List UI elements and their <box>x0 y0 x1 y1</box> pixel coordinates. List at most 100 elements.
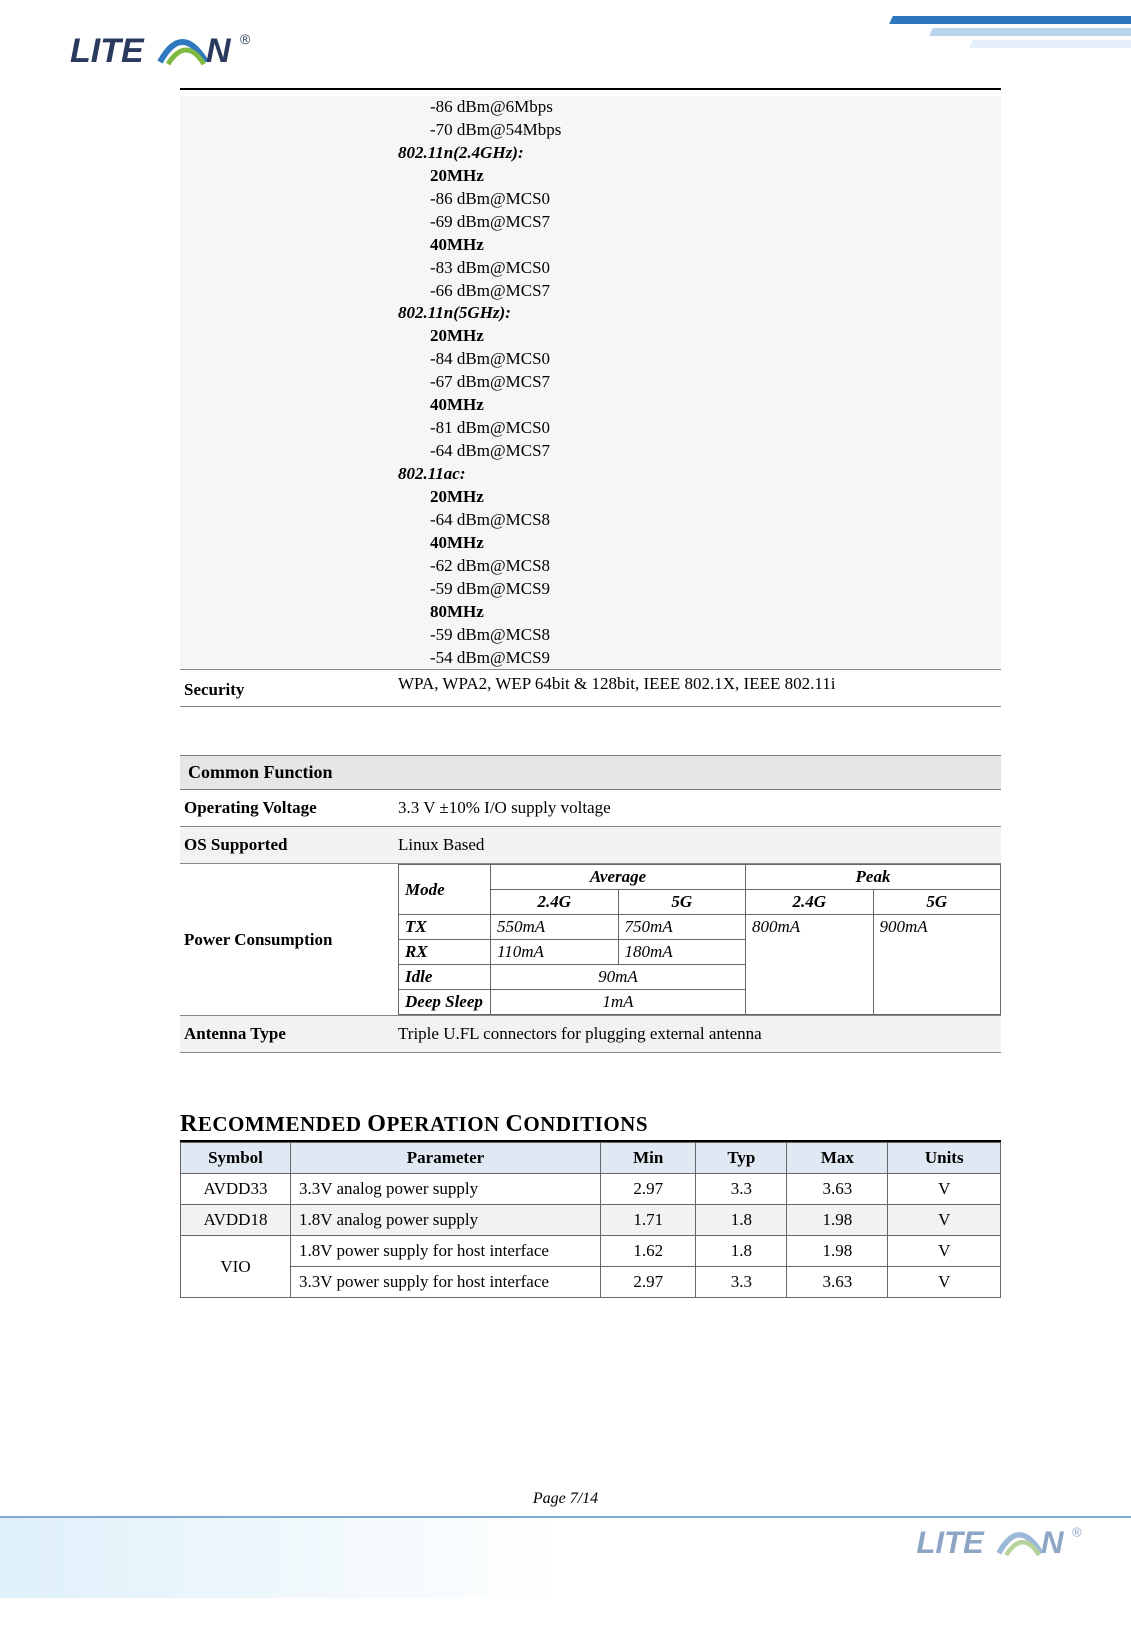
roc-param: 1.8V analog power supply <box>291 1205 601 1236</box>
sensitivity-line: -64 dBm@MCS8 <box>398 509 1001 532</box>
sensitivity-line: -67 dBm@MCS7 <box>398 371 1001 394</box>
roc-h-min: Min <box>601 1143 696 1174</box>
roc-units: V <box>888 1267 1001 1298</box>
sensitivity-line: -59 dBm@MCS8 <box>398 624 1001 647</box>
svg-text:N: N <box>1041 1525 1065 1560</box>
liteon-logo-footer-icon: LITE N ® <box>913 1522 1103 1566</box>
pc-tx-5g: 750mA <box>618 915 746 940</box>
roc-title: RECOMMENDED OPERATION CONDITIONS <box>180 1111 1001 1142</box>
operating-voltage-label: Operating Voltage <box>180 798 398 818</box>
power-consumption-row: Power Consumption Mode Average Peak 2.4G… <box>180 864 1001 1016</box>
roc-h-max: Max <box>787 1143 888 1174</box>
page-content: -86 dBm@6Mbps-70 dBm@54Mbps802.11n(2.4GH… <box>130 96 1001 1298</box>
sensitivity-line: -86 dBm@MCS0 <box>398 188 1001 211</box>
sensitivity-block: -86 dBm@6Mbps-70 dBm@54Mbps802.11n(2.4GH… <box>180 96 1001 670</box>
roc-typ: 3.3 <box>696 1174 787 1205</box>
roc-param: 3.3V power supply for host interface <box>291 1267 601 1298</box>
svg-text:LITE: LITE <box>70 32 145 70</box>
sensitivity-line: 802.11n(5GHz): <box>398 302 1001 325</box>
sensitivity-line: 802.11ac: <box>398 463 1001 486</box>
roc-typ: 1.8 <box>696 1205 787 1236</box>
os-supported-label: OS Supported <box>180 835 398 855</box>
roc-min: 2.97 <box>601 1174 696 1205</box>
power-consumption-table: Mode Average Peak 2.4G 5G 2.4G 5G TX 550… <box>398 864 1001 1015</box>
roc-header-row: Symbol Parameter Min Typ Max Units <box>181 1143 1001 1174</box>
pc-ds-val: 1mA <box>491 990 746 1015</box>
roc-typ: 1.8 <box>696 1236 787 1267</box>
pc-rx-label: RX <box>399 940 491 965</box>
power-consumption-label: Power Consumption <box>180 864 398 1015</box>
sensitivity-line: -59 dBm@MCS9 <box>398 578 1001 601</box>
roc-row: AVDD333.3V analog power supply2.973.33.6… <box>181 1174 1001 1205</box>
sensitivity-line: 802.11n(2.4GHz): <box>398 142 1001 165</box>
antenna-type-row: Antenna Type Triple U.FL connectors for … <box>180 1016 1001 1053</box>
roc-row: VIO1.8V power supply for host interface1… <box>181 1236 1001 1267</box>
page-header: LITE N ® <box>180 20 1001 90</box>
svg-text:®: ® <box>240 31 251 47</box>
header-stripes <box>871 8 1131 78</box>
os-supported-row: OS Supported Linux Based <box>180 827 1001 864</box>
page-footer: Page 7/14 LITE N ® <box>0 1516 1131 1616</box>
logo-footer: LITE N ® <box>913 1522 1103 1566</box>
roc-typ: 3.3 <box>696 1267 787 1298</box>
operating-voltage-value: 3.3 V ±10% I/O supply voltage <box>398 798 1001 818</box>
pc-idle-label: Idle <box>399 965 491 990</box>
roc-h-typ: Typ <box>696 1143 787 1174</box>
pc-avg-5g-header: 5G <box>618 890 746 915</box>
pc-tx-label: TX <box>399 915 491 940</box>
operating-voltage-row: Operating Voltage 3.3 V ±10% I/O supply … <box>180 790 1001 827</box>
sensitivity-line: -69 dBm@MCS7 <box>398 211 1001 234</box>
pc-rx-5g: 180mA <box>618 940 746 965</box>
svg-text:®: ® <box>1072 1525 1082 1540</box>
roc-max: 1.98 <box>787 1236 888 1267</box>
roc-symbol: AVDD18 <box>181 1205 291 1236</box>
pc-idle-val: 90mA <box>491 965 746 990</box>
pc-peak-24g: 800mA <box>746 915 874 1015</box>
sensitivity-line: -70 dBm@54Mbps <box>398 119 1001 142</box>
sensitivity-line: -81 dBm@MCS0 <box>398 417 1001 440</box>
security-value: WPA, WPA2, WEP 64bit & 128bit, IEEE 802.… <box>398 674 1001 700</box>
svg-text:N: N <box>206 32 232 70</box>
page-number: Page 7/14 <box>0 1490 1131 1508</box>
roc-min: 1.62 <box>601 1236 696 1267</box>
pc-peak-5g-header: 5G <box>873 890 1001 915</box>
pc-rx-24g: 110mA <box>491 940 619 965</box>
logo-top: LITE N ® <box>70 28 270 76</box>
security-row: Security WPA, WPA2, WEP 64bit & 128bit, … <box>180 670 1001 707</box>
roc-row: AVDD181.8V analog power supply1.711.81.9… <box>181 1205 1001 1236</box>
pc-mode-header: Mode <box>399 865 491 915</box>
common-function-header: Common Function <box>180 755 1001 790</box>
roc-min: 2.97 <box>601 1267 696 1298</box>
sensitivity-line: 40MHz <box>398 234 1001 257</box>
roc-min: 1.71 <box>601 1205 696 1236</box>
pc-ds-label: Deep Sleep <box>399 990 491 1015</box>
sensitivity-line: -62 dBm@MCS8 <box>398 555 1001 578</box>
roc-units: V <box>888 1205 1001 1236</box>
roc-table: Symbol Parameter Min Typ Max Units AVDD3… <box>180 1142 1001 1298</box>
security-label: Security <box>180 674 398 700</box>
roc-units: V <box>888 1236 1001 1267</box>
roc-symbol: VIO <box>181 1236 291 1298</box>
sensitivity-line: 40MHz <box>398 532 1001 555</box>
sensitivity-line: 20MHz <box>398 486 1001 509</box>
roc-row: 3.3V power supply for host interface2.97… <box>181 1267 1001 1298</box>
os-supported-value: Linux Based <box>398 835 1001 855</box>
roc-max: 1.98 <box>787 1205 888 1236</box>
sensitivity-line: 20MHz <box>398 165 1001 188</box>
roc-h-param: Parameter <box>291 1143 601 1174</box>
pc-peak-24g-header: 2.4G <box>746 890 874 915</box>
sensitivity-line: -54 dBm@MCS9 <box>398 647 1001 670</box>
pc-peak-5g: 900mA <box>873 915 1001 1015</box>
pc-peak-header: Peak <box>746 865 1001 890</box>
sensitivity-line: -64 dBm@MCS7 <box>398 440 1001 463</box>
antenna-type-label: Antenna Type <box>180 1024 398 1044</box>
sensitivity-line: -66 dBm@MCS7 <box>398 280 1001 303</box>
roc-symbol: AVDD33 <box>181 1174 291 1205</box>
sensitivity-line: -86 dBm@6Mbps <box>398 96 1001 119</box>
sensitivity-line: 80MHz <box>398 601 1001 624</box>
pc-average-header: Average <box>491 865 746 890</box>
liteon-logo-icon: LITE N ® <box>70 28 270 76</box>
sensitivity-line: 40MHz <box>398 394 1001 417</box>
roc-param: 1.8V power supply for host interface <box>291 1236 601 1267</box>
roc-h-symbol: Symbol <box>181 1143 291 1174</box>
